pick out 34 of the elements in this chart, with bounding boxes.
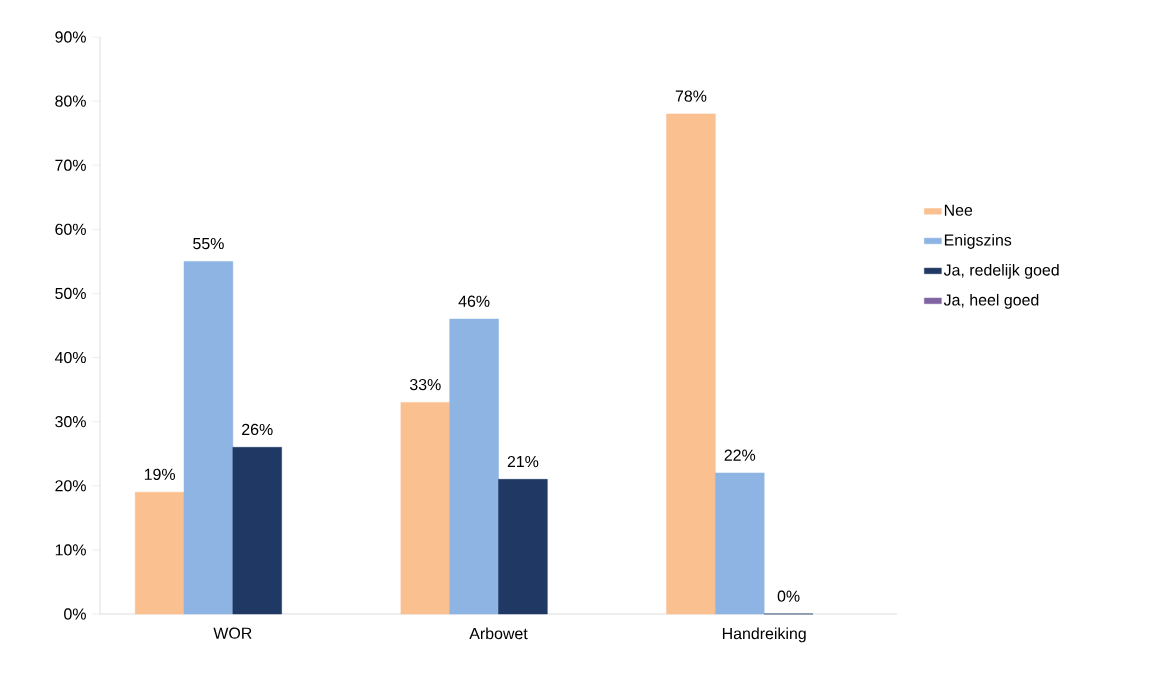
data-label: 22% <box>724 449 756 461</box>
x-tick-label: Handreiking <box>722 627 806 643</box>
y-tick-label: 20% <box>55 480 86 492</box>
y-tick-label: 0% <box>64 608 86 620</box>
data-label: 55% <box>193 237 224 250</box>
bar <box>449 318 499 615</box>
bar <box>715 472 765 615</box>
legend-label: Ja, redelijk goed <box>943 263 1059 279</box>
y-tick-label: 90% <box>55 31 86 43</box>
data-label: 0% <box>777 590 800 602</box>
bar <box>400 402 450 615</box>
y-tick-label: 30% <box>55 416 86 428</box>
bar <box>183 261 234 615</box>
data-label: 19% <box>144 468 176 480</box>
y-tick-label: 50% <box>55 287 86 300</box>
data-label: 46% <box>458 295 490 307</box>
x-tick-label: Arbowet <box>469 627 528 640</box>
legend-label: Enigszins <box>944 234 1012 249</box>
y-tick-label: 80% <box>55 95 86 107</box>
bar <box>498 479 548 615</box>
y-tick-label: 70% <box>55 159 86 171</box>
data-label: 33% <box>409 378 441 391</box>
legend-label: Nee <box>944 204 973 216</box>
data-label: 78% <box>675 90 707 102</box>
bar <box>232 447 282 615</box>
y-tick-label: 10% <box>55 544 86 556</box>
bar <box>134 491 185 615</box>
bar <box>666 113 716 615</box>
legend-label: Ja, heel goed <box>943 293 1039 309</box>
y-tick-label: 40% <box>54 351 86 364</box>
x-tick-label: WOR <box>213 627 252 639</box>
y-tick-label: 60% <box>55 223 86 235</box>
data-label: 26% <box>242 423 273 436</box>
data-label: 21% <box>507 455 539 468</box>
